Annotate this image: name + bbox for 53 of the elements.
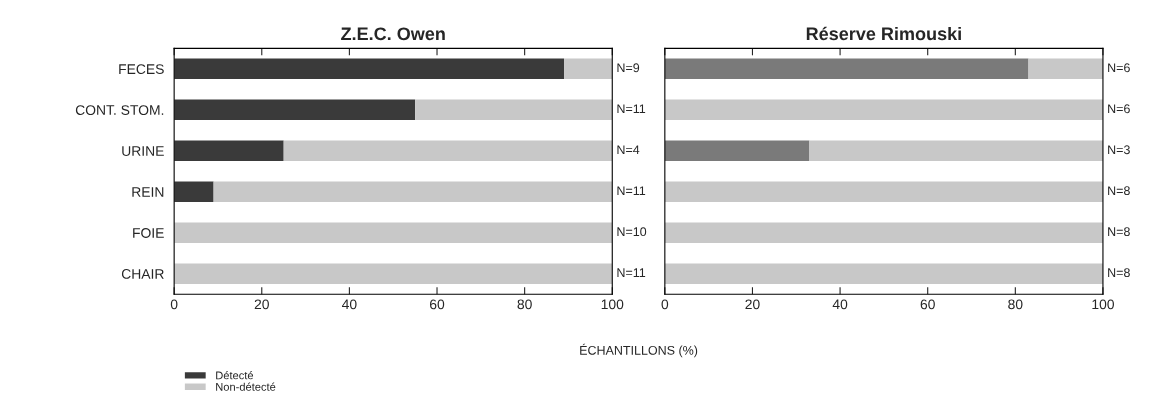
bar	[664, 140, 810, 162]
text: N=4	[617, 145, 640, 155]
x-tick-label: 20	[254, 299, 269, 310]
x-tick-label: 60	[430, 299, 445, 310]
text: N=9	[617, 63, 640, 73]
legend-label: Détecté	[216, 371, 254, 380]
bar	[174, 140, 284, 162]
y-tick-label: FOIE	[133, 228, 164, 238]
text: N=11	[617, 104, 646, 114]
y-tick-label: REIN	[132, 187, 164, 197]
legend-label: Non-détecté	[216, 382, 276, 391]
x-axis-title: ÉCHANTILLONS (%)	[580, 343, 698, 358]
bar	[415, 99, 613, 121]
x-tick-label: 40	[832, 299, 848, 310]
x-tick-label: 40	[341, 299, 357, 310]
text: N=8	[1108, 186, 1130, 196]
text: N=10	[617, 227, 647, 237]
text: N=3	[1108, 145, 1130, 155]
bar	[809, 140, 1103, 162]
x-tick-label: 0	[170, 299, 178, 310]
bar	[213, 181, 613, 202]
y-tick-label: CHAIR	[121, 269, 164, 279]
bar	[664, 222, 1103, 243]
x-tick-label: 20	[745, 299, 760, 310]
x-tick-label: 80	[1008, 299, 1023, 310]
y-tick-label: CONT. STOM.	[75, 105, 164, 115]
bar	[664, 99, 1103, 121]
x-tick-label: 100	[1092, 299, 1114, 310]
bar	[664, 263, 1103, 284]
y-tick-label: FECES	[119, 64, 164, 75]
x-tick-label: 60	[920, 299, 935, 310]
text: N=11	[617, 268, 646, 277]
bar	[174, 263, 613, 284]
text: N=8	[1108, 268, 1130, 278]
text: N=8	[1108, 227, 1130, 237]
text: N=6	[1108, 104, 1130, 114]
bar	[564, 58, 613, 80]
text: N=11	[617, 186, 646, 195]
y-tick-label: URINE	[122, 146, 164, 156]
chart-title: Z.E.C. Owen	[341, 27, 445, 41]
bar	[174, 222, 613, 243]
bar	[174, 181, 214, 202]
x-tick-label: 100	[601, 299, 624, 310]
chart-title: Réserve Rimouski	[806, 26, 961, 41]
bar	[664, 181, 1103, 202]
bar	[174, 58, 565, 80]
bar	[174, 99, 416, 121]
x-tick-label: 0	[661, 299, 669, 310]
bar	[664, 58, 1029, 80]
x-tick-label: 80	[517, 299, 532, 310]
text: N=6	[1108, 63, 1130, 73]
bar	[1028, 58, 1103, 80]
bar	[283, 140, 613, 162]
